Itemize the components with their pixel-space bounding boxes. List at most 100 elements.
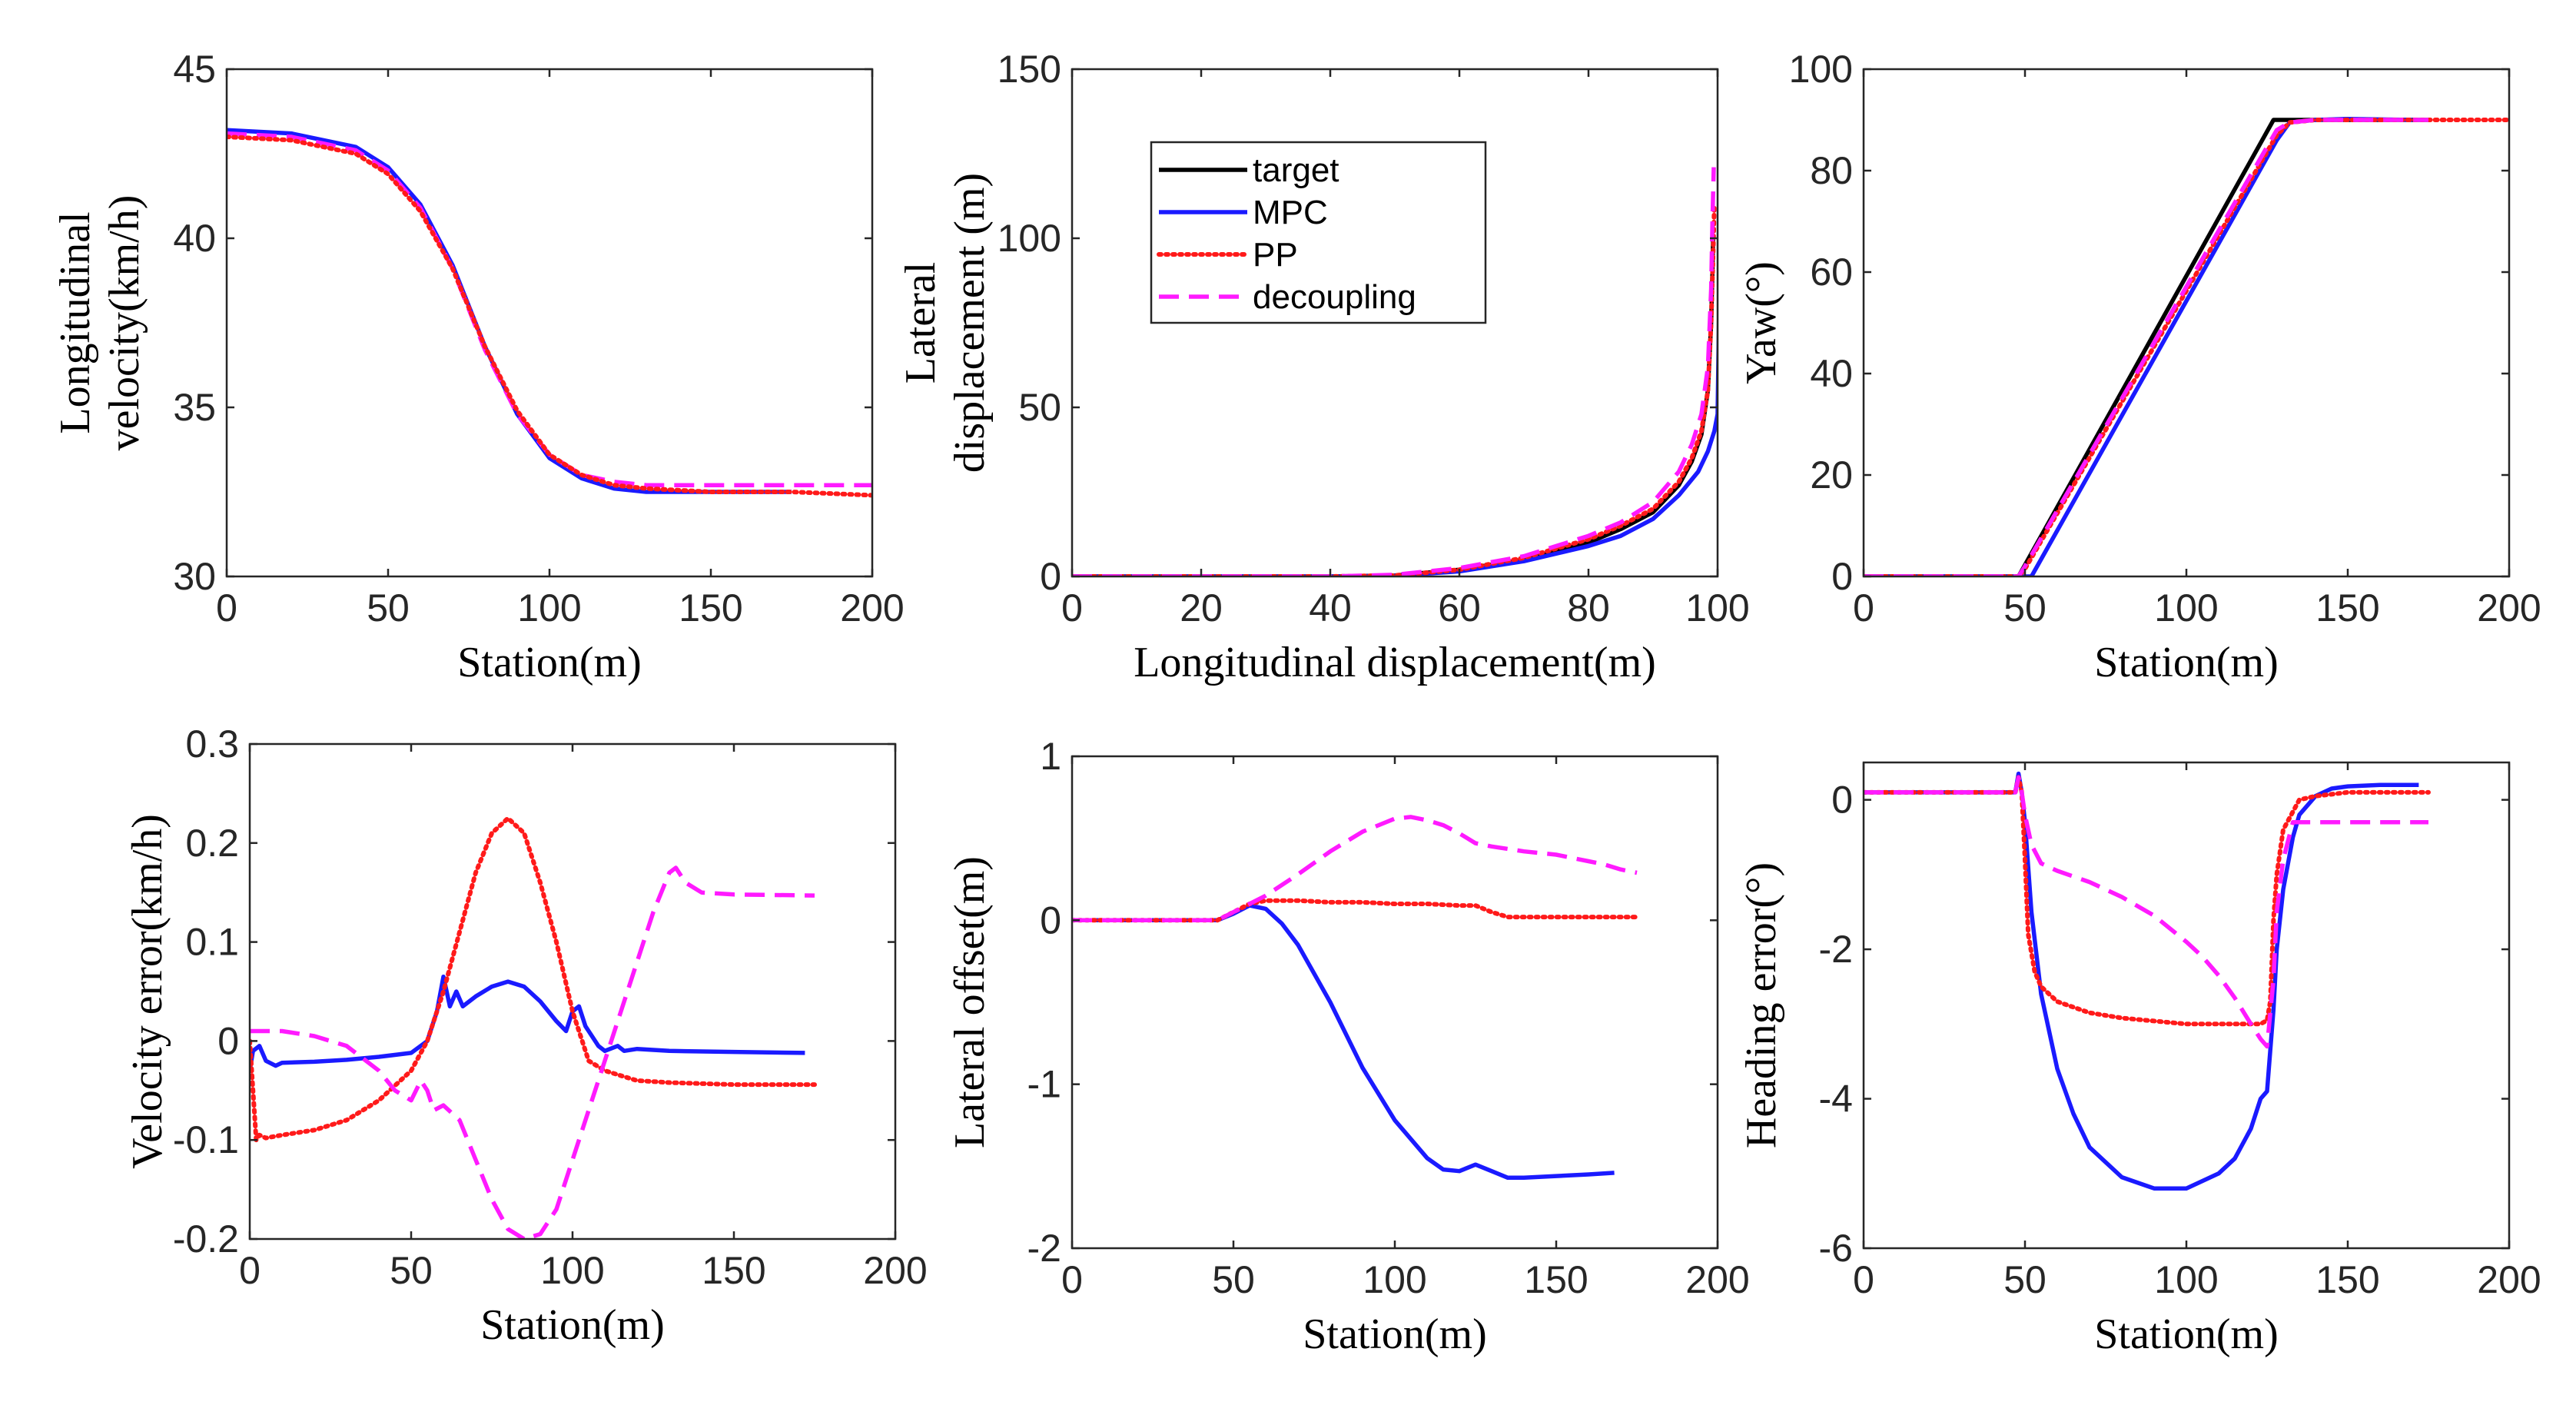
x-tick-label: 0: [1061, 586, 1083, 629]
series-group: [1864, 771, 2431, 1191]
x-tick-label: 150: [702, 1249, 765, 1292]
y-tick-label: -2: [1819, 928, 1853, 971]
y-tick-label: -0.2: [173, 1217, 239, 1261]
x-tick-label: 100: [1685, 586, 1749, 629]
y-tick-label: 100: [998, 217, 1061, 260]
series-group: [250, 815, 817, 1239]
legend-label-target: target: [1253, 151, 1339, 189]
x-tick-label: 100: [2154, 586, 2218, 629]
y-tick-label: 150: [998, 48, 1061, 91]
x-axis-title: Station(m): [1303, 1310, 1487, 1358]
y-tick-label: 60: [1810, 251, 1853, 294]
y-axis-title: Lateral offset(m): [946, 856, 994, 1148]
series-line-decoupling: [1072, 167, 1716, 576]
series-line-mpc: [1864, 771, 2419, 1191]
x-tick-label: 60: [1438, 586, 1481, 629]
y-tick-label: 40: [173, 217, 216, 260]
x-tick-label: 150: [1524, 1258, 1588, 1301]
axis-frame: [1862, 68, 2511, 578]
x-axis-title: Longitudinal displacement(m): [1134, 639, 1656, 686]
panel-1: 0 50 100 150 200 30 35 40 45 Station(m) Longitudin…: [51, 48, 905, 686]
y-tick-label: -1: [1027, 1063, 1061, 1106]
y-tick-label: 0.2: [185, 822, 239, 865]
y-tick-label: 40: [1810, 352, 1853, 395]
y-tick-label: 30: [173, 555, 216, 598]
x-axis-title: Station(m): [480, 1301, 665, 1349]
legend-label-decoupling: decoupling: [1253, 278, 1416, 316]
y-tick-label: -0.1: [173, 1118, 239, 1161]
axis-frame: [1071, 68, 1719, 578]
series-line-decoupling: [250, 865, 815, 1239]
y-tick-label: 0: [1831, 779, 1853, 822]
y-axis-title: Longitudinal: [51, 211, 99, 433]
x-tick-label: 150: [2315, 586, 2379, 629]
y-axis-title: Lateral: [897, 262, 944, 384]
panel-2: 0 20 40 60 80 100 0 50 100 150 Longitudinal displa…: [897, 48, 1750, 686]
y-tick-label: 0.3: [185, 722, 239, 766]
x-tick-label: 100: [2154, 1258, 2218, 1301]
y-tick-label: 0: [1040, 898, 1061, 942]
x-tick-label: 100: [1363, 1258, 1426, 1301]
y-axis-title: Yaw(°): [1738, 261, 1785, 384]
panel-4: 0 50 100 150 200 -0.2 -0.1 0 0.1 0.2 0.3 Station(m)…: [124, 722, 928, 1349]
y-tick-label: 1: [1040, 735, 1061, 778]
x-tick-label: 100: [517, 586, 581, 629]
series-group: [1072, 167, 1718, 576]
x-tick-label: 0: [239, 1249, 261, 1292]
x-tick-label: 200: [1685, 1258, 1749, 1301]
series-line-mpc: [1072, 903, 1615, 1181]
panel-6: 0 50 100 150 200 -6 -4 -2 0 Station(m) Heading err…: [1738, 761, 2541, 1358]
x-axis-title: Station(m): [2094, 639, 2279, 686]
axis-frame: [248, 742, 897, 1241]
series-line-decoupling: [1864, 775, 2428, 1049]
series-group: [1864, 116, 2509, 576]
x-tick-label: 50: [390, 1249, 433, 1292]
x-tick-label: 150: [2315, 1258, 2379, 1301]
x-axis-title: Station(m): [2094, 1310, 2279, 1358]
x-tick-label: 20: [1180, 586, 1223, 629]
x-tick-label: 100: [540, 1249, 604, 1292]
x-tick-label: 40: [1309, 586, 1352, 629]
y-tick-label: 0: [1831, 555, 1853, 598]
y-tick-label: 20: [1810, 453, 1853, 497]
x-tick-label: 0: [1061, 1258, 1083, 1301]
series-line-pp: [1864, 775, 2431, 1027]
y-axis-title: Heading error(°): [1738, 862, 1785, 1148]
y-tick-label: 50: [1018, 386, 1061, 429]
series-group: [1072, 815, 1639, 1181]
series-line-decoupling: [227, 131, 872, 487]
series-group: [227, 128, 872, 498]
y-tick-label: 0: [1040, 555, 1061, 598]
y-tick-label: -4: [1819, 1078, 1853, 1121]
series-line-pp: [1072, 898, 1639, 923]
x-tick-label: 80: [1567, 586, 1610, 629]
x-tick-label: 50: [2003, 1258, 2047, 1301]
series-line-decoupling: [1072, 815, 1638, 923]
x-tick-label: 0: [1853, 1258, 1874, 1301]
y-axis-title: velocity(km/h): [101, 195, 148, 451]
x-tick-label: 200: [2477, 1258, 2541, 1301]
legend: target MPC PP decoupling: [1150, 141, 1487, 324]
y-tick-label: 35: [173, 386, 216, 429]
y-tick-label: -6: [1819, 1227, 1853, 1270]
y-tick-label: -2: [1027, 1227, 1061, 1270]
series-line-decoupling: [1864, 118, 2428, 576]
legend-label-pp: PP: [1253, 236, 1298, 274]
series-line-pp: [1864, 118, 2509, 576]
series-line-pp: [250, 815, 817, 1143]
series-line-mpc: [1864, 116, 2413, 576]
x-tick-label: 200: [840, 586, 904, 629]
y-tick-label: 0.1: [185, 921, 239, 964]
y-axis-title: Velocity error(km/h): [124, 814, 171, 1169]
x-tick-label: 0: [216, 586, 237, 629]
y-axis-title: displacement (m): [946, 173, 994, 473]
y-tick-label: 0: [217, 1019, 239, 1062]
series-line-mpc: [250, 974, 805, 1071]
x-tick-label: 150: [679, 586, 742, 629]
y-tick-label: 80: [1810, 149, 1853, 192]
axis-frame: [1862, 761, 2511, 1250]
x-tick-label: 200: [863, 1249, 927, 1292]
series-line-pp: [227, 135, 872, 498]
x-tick-label: 0: [1853, 586, 1874, 629]
